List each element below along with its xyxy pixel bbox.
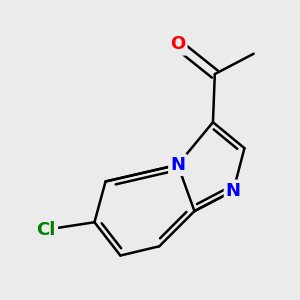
Text: N: N xyxy=(170,156,185,174)
Text: O: O xyxy=(170,35,185,53)
Text: Cl: Cl xyxy=(37,220,56,238)
Text: N: N xyxy=(226,182,241,200)
